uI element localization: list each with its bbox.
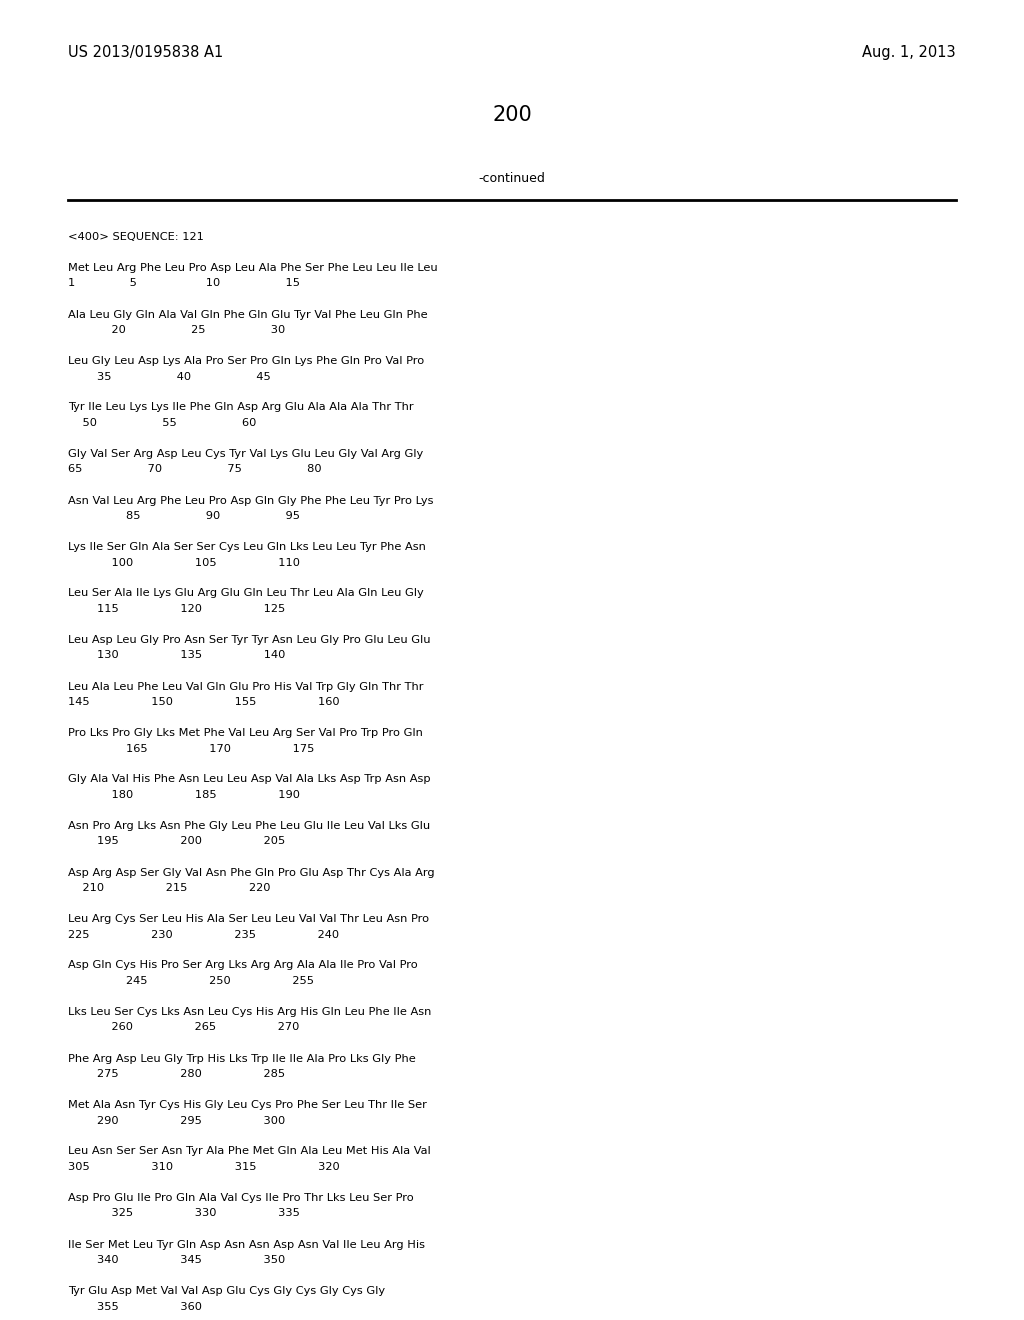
Text: 355                 360: 355 360 [68, 1302, 202, 1312]
Text: Aug. 1, 2013: Aug. 1, 2013 [862, 45, 956, 59]
Text: Leu Gly Leu Asp Lys Ala Pro Ser Pro Gln Lys Phe Gln Pro Val Pro: Leu Gly Leu Asp Lys Ala Pro Ser Pro Gln … [68, 356, 424, 366]
Text: 260                 265                 270: 260 265 270 [68, 1023, 299, 1032]
Text: 245                 250                 255: 245 250 255 [68, 975, 314, 986]
Text: Asp Arg Asp Ser Gly Val Asn Phe Gln Pro Glu Asp Thr Cys Ala Arg: Asp Arg Asp Ser Gly Val Asn Phe Gln Pro … [68, 867, 434, 878]
Text: 1               5                   10                  15: 1 5 10 15 [68, 279, 300, 289]
Text: 100                 105                 110: 100 105 110 [68, 557, 300, 568]
Text: 130                 135                 140: 130 135 140 [68, 651, 286, 660]
Text: Ile Ser Met Leu Tyr Gln Asp Asn Asn Asp Asn Val Ile Leu Arg His: Ile Ser Met Leu Tyr Gln Asp Asn Asn Asp … [68, 1239, 425, 1250]
Text: 225                 230                 235                 240: 225 230 235 240 [68, 929, 339, 940]
Text: 195                 200                 205: 195 200 205 [68, 837, 286, 846]
Text: 50                  55                  60: 50 55 60 [68, 418, 256, 428]
Text: Leu Asn Ser Ser Asn Tyr Ala Phe Met Gln Ala Leu Met His Ala Val: Leu Asn Ser Ser Asn Tyr Ala Phe Met Gln … [68, 1147, 431, 1156]
Text: <400> SEQUENCE: 121: <400> SEQUENCE: 121 [68, 232, 204, 242]
Text: 85                  90                  95: 85 90 95 [68, 511, 300, 521]
Text: 35                  40                  45: 35 40 45 [68, 371, 270, 381]
Text: Met Ala Asn Tyr Cys His Gly Leu Cys Pro Phe Ser Leu Thr Ile Ser: Met Ala Asn Tyr Cys His Gly Leu Cys Pro … [68, 1100, 427, 1110]
Text: 275                 280                 285: 275 280 285 [68, 1069, 285, 1078]
Text: Gly Ala Val His Phe Asn Leu Leu Asp Val Ala Lks Asp Trp Asn Asp: Gly Ala Val His Phe Asn Leu Leu Asp Val … [68, 775, 431, 784]
Text: 210                 215                 220: 210 215 220 [68, 883, 270, 894]
Text: 305                 310                 315                 320: 305 310 315 320 [68, 1162, 340, 1172]
Text: Asp Gln Cys His Pro Ser Arg Lks Arg Arg Ala Ala Ile Pro Val Pro: Asp Gln Cys His Pro Ser Arg Lks Arg Arg … [68, 961, 418, 970]
Text: Leu Arg Cys Ser Leu His Ala Ser Leu Leu Val Val Thr Leu Asn Pro: Leu Arg Cys Ser Leu His Ala Ser Leu Leu … [68, 913, 429, 924]
Text: Lks Leu Ser Cys Lks Asn Leu Cys His Arg His Gln Leu Phe Ile Asn: Lks Leu Ser Cys Lks Asn Leu Cys His Arg … [68, 1007, 431, 1016]
Text: Pro Lks Pro Gly Lks Met Phe Val Leu Arg Ser Val Pro Trp Pro Gln: Pro Lks Pro Gly Lks Met Phe Val Leu Arg … [68, 729, 423, 738]
Text: Leu Asp Leu Gly Pro Asn Ser Tyr Tyr Asn Leu Gly Pro Glu Leu Glu: Leu Asp Leu Gly Pro Asn Ser Tyr Tyr Asn … [68, 635, 430, 645]
Text: 325                 330                 335: 325 330 335 [68, 1209, 300, 1218]
Text: 165                 170                 175: 165 170 175 [68, 743, 314, 754]
Text: 180                 185                 190: 180 185 190 [68, 789, 300, 800]
Text: Leu Ser Ala Ile Lys Glu Arg Glu Gln Leu Thr Leu Ala Gln Leu Gly: Leu Ser Ala Ile Lys Glu Arg Glu Gln Leu … [68, 589, 424, 598]
Text: 145                 150                 155                 160: 145 150 155 160 [68, 697, 340, 708]
Text: Asn Pro Arg Lks Asn Phe Gly Leu Phe Leu Glu Ile Leu Val Lks Glu: Asn Pro Arg Lks Asn Phe Gly Leu Phe Leu … [68, 821, 430, 832]
Text: 115                 120                 125: 115 120 125 [68, 605, 286, 614]
Text: Leu Ala Leu Phe Leu Val Gln Glu Pro His Val Trp Gly Gln Thr Thr: Leu Ala Leu Phe Leu Val Gln Glu Pro His … [68, 681, 424, 692]
Text: 290                 295                 300: 290 295 300 [68, 1115, 286, 1126]
Text: -continued: -continued [478, 172, 546, 185]
Text: Lys Ile Ser Gln Ala Ser Ser Cys Leu Gln Lks Leu Leu Tyr Phe Asn: Lys Ile Ser Gln Ala Ser Ser Cys Leu Gln … [68, 543, 426, 552]
Text: Tyr Ile Leu Lys Lys Ile Phe Gln Asp Arg Glu Ala Ala Ala Thr Thr: Tyr Ile Leu Lys Lys Ile Phe Gln Asp Arg … [68, 403, 414, 412]
Text: Met Leu Arg Phe Leu Pro Asp Leu Ala Phe Ser Phe Leu Leu Ile Leu: Met Leu Arg Phe Leu Pro Asp Leu Ala Phe … [68, 263, 437, 273]
Text: 340                 345                 350: 340 345 350 [68, 1255, 286, 1265]
Text: Gly Val Ser Arg Asp Leu Cys Tyr Val Lys Glu Leu Gly Val Arg Gly: Gly Val Ser Arg Asp Leu Cys Tyr Val Lys … [68, 449, 423, 459]
Text: Ala Leu Gly Gln Ala Val Gln Phe Gln Glu Tyr Val Phe Leu Gln Phe: Ala Leu Gly Gln Ala Val Gln Phe Gln Glu … [68, 309, 428, 319]
Text: Asp Pro Glu Ile Pro Gln Ala Val Cys Ile Pro Thr Lks Leu Ser Pro: Asp Pro Glu Ile Pro Gln Ala Val Cys Ile … [68, 1193, 414, 1203]
Text: 20                  25                  30: 20 25 30 [68, 325, 286, 335]
Text: Tyr Glu Asp Met Val Val Asp Glu Cys Gly Cys Gly Cys Gly: Tyr Glu Asp Met Val Val Asp Glu Cys Gly … [68, 1286, 385, 1296]
Text: 200: 200 [493, 106, 531, 125]
Text: Phe Arg Asp Leu Gly Trp His Lks Trp Ile Ile Ala Pro Lks Gly Phe: Phe Arg Asp Leu Gly Trp His Lks Trp Ile … [68, 1053, 416, 1064]
Text: US 2013/0195838 A1: US 2013/0195838 A1 [68, 45, 223, 59]
Text: 65                  70                  75                  80: 65 70 75 80 [68, 465, 322, 474]
Text: Asn Val Leu Arg Phe Leu Pro Asp Gln Gly Phe Phe Leu Tyr Pro Lys: Asn Val Leu Arg Phe Leu Pro Asp Gln Gly … [68, 495, 433, 506]
